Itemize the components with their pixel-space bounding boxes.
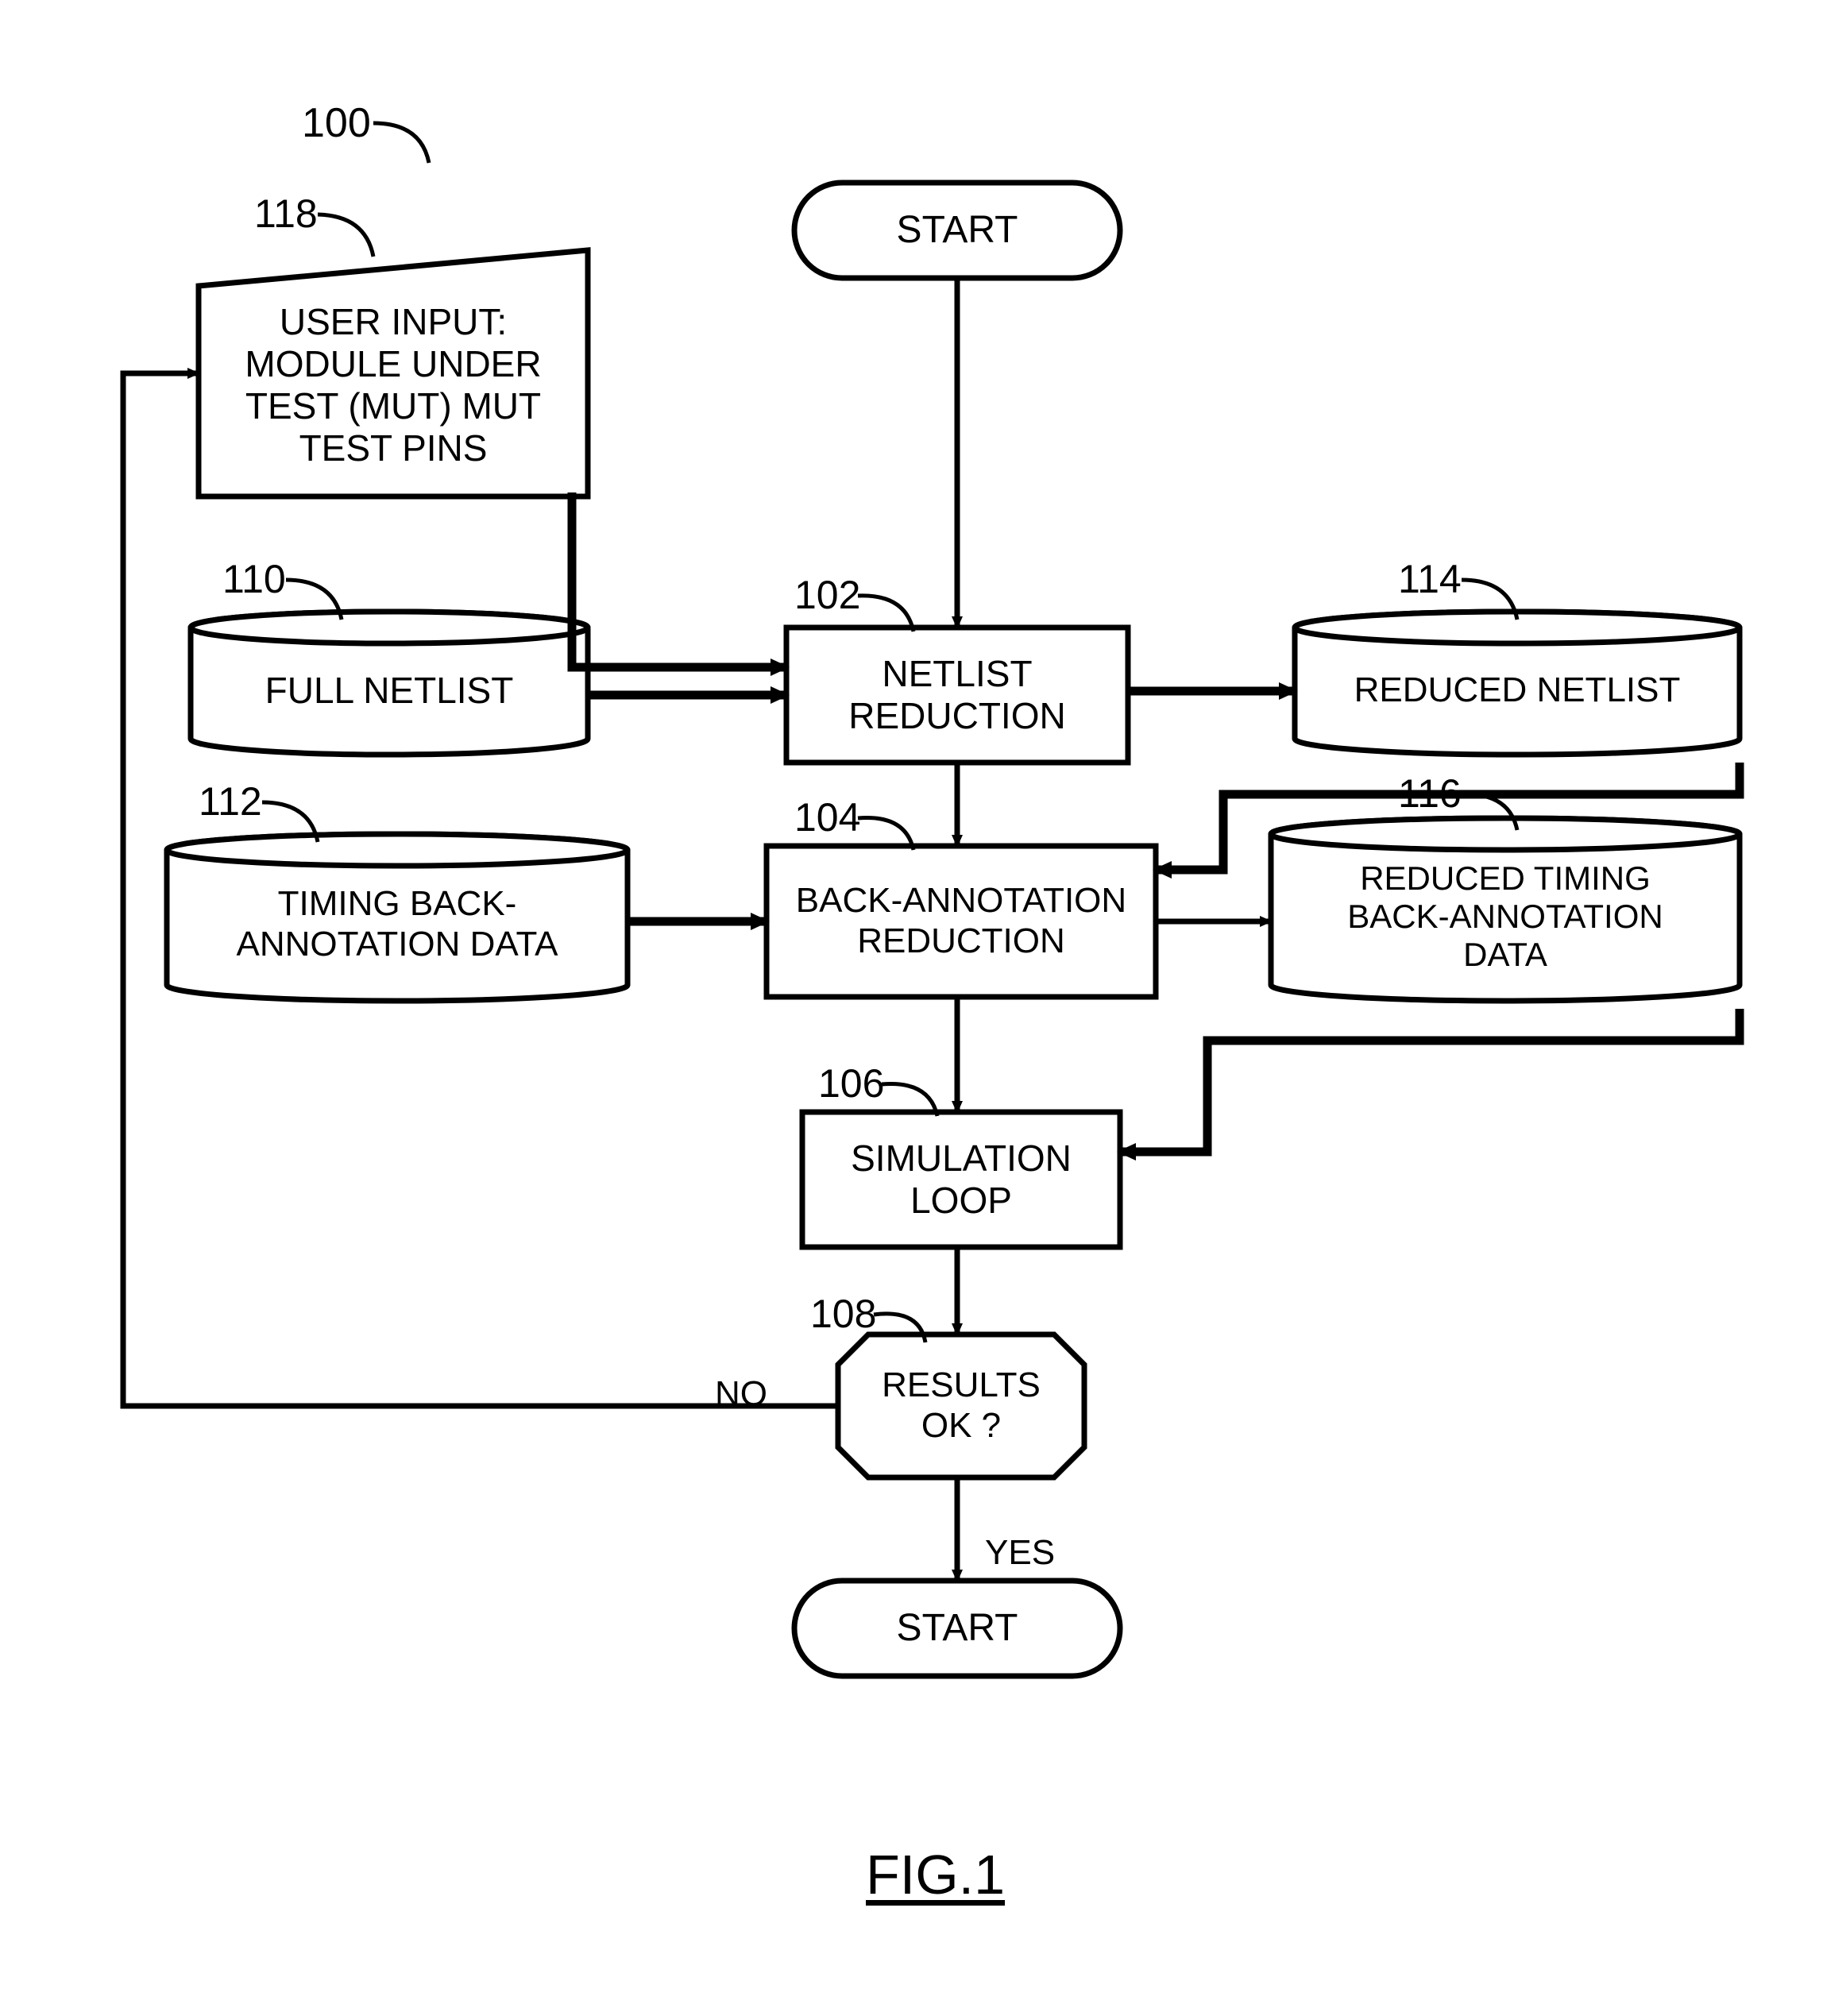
- ref-label-decision: 108: [810, 1291, 876, 1337]
- ref-label-userinput: 118: [254, 191, 318, 237]
- node-label-decision: RESULTS OK ?: [838, 1334, 1084, 1477]
- node-label-backannored: BACK-ANNOTATION REDUCTION: [767, 846, 1156, 997]
- node-label-timingdata: TIMING BACK- ANNOTATION DATA: [167, 848, 628, 1001]
- ref-label-flowchart: 100: [302, 99, 371, 147]
- figure-caption: FIG.1: [866, 1843, 1005, 1906]
- node-label-end: START: [794, 1581, 1120, 1676]
- ref-label-fullnetlist: 110: [222, 556, 286, 602]
- node-label-userinput: USER INPUT: MODULE UNDER TEST (MUT) MUT …: [199, 274, 588, 496]
- ref-label-backannored: 104: [794, 794, 860, 840]
- flowchart-canvas: START USER INPUT: MODULE UNDER TEST (MUT)…: [0, 0, 1823, 2016]
- ref-label-simloop: 106: [818, 1060, 884, 1106]
- node-label-start: START: [794, 183, 1120, 278]
- node-label-rednetlist: REDUCED NETLIST: [1295, 626, 1740, 755]
- node-label-redtiming: REDUCED TIMING BACK-ANNOTATION DATA: [1271, 832, 1740, 1001]
- ref-label-netlistred: 102: [794, 572, 860, 618]
- node-label-simloop: SIMULATION LOOP: [802, 1112, 1120, 1247]
- edge-redtiming-to-simloop: [1120, 1009, 1740, 1152]
- edge-label-decision-no-feedback: NO: [715, 1374, 767, 1414]
- ref-label-redtiming: 116: [1398, 770, 1462, 817]
- edge-userinput-down-right: [572, 492, 786, 667]
- node-label-netlistred: NETLIST REDUCTION: [786, 628, 1128, 763]
- node-label-fullnetlist: FULL NETLIST: [191, 626, 588, 755]
- ref-label-timingdata: 112: [199, 778, 262, 825]
- ref-label-rednetlist: 114: [1398, 556, 1462, 602]
- edge-label-decision-to-end: YES: [985, 1533, 1055, 1573]
